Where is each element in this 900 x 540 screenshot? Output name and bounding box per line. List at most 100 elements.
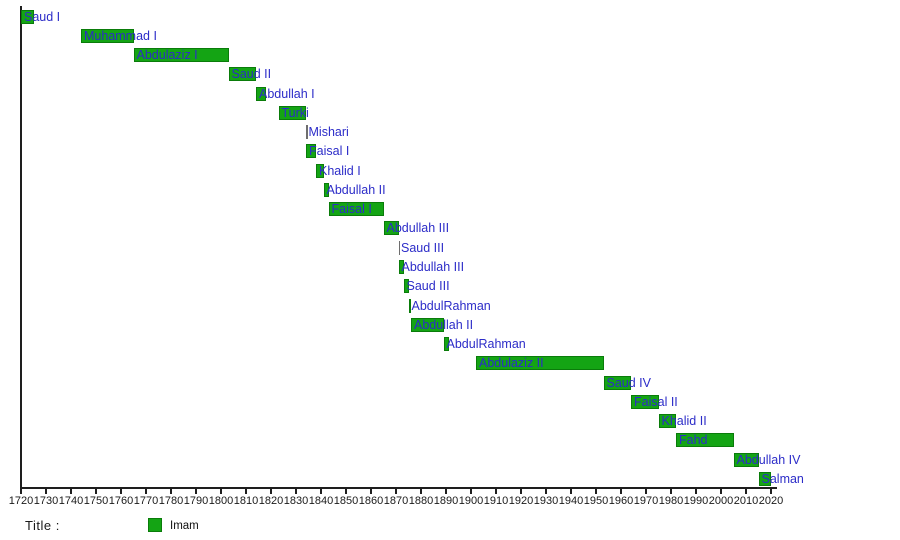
x-tick-label: 1760 [108,495,134,507]
bar-label: Faisal I [331,202,372,217]
bar-label: Saud I [24,9,61,24]
x-tick-mark [220,488,222,494]
bar-label: Abdullah II [414,317,474,332]
timeline-bar [411,317,444,332]
x-tick-label: 1810 [233,495,259,507]
timeline-bar [631,394,659,409]
bar-label: Salman [761,471,804,486]
x-tick-label: 1770 [133,495,159,507]
timeline-bar [133,48,229,63]
x-tick-label: 1940 [558,495,584,507]
x-tick-label: 1720 [8,495,34,507]
x-tick-label: 1960 [608,495,634,507]
bar-label: Saud III [406,279,450,294]
x-tick-mark [245,488,247,494]
x-tick-label: 1800 [208,495,234,507]
x-tick-mark [720,488,722,494]
timeline-bar [398,240,400,255]
bar-label: AbdulRahman [411,298,491,313]
bar-label: Turki [281,105,309,120]
x-tick-mark [195,488,197,494]
x-tick-label: 1750 [83,495,109,507]
x-tick-mark [320,488,322,494]
timeline-bar [603,375,631,390]
timeline-bar [21,9,34,24]
timeline-bar [476,356,604,371]
timeline-bar [228,67,256,82]
bar-label: Mishari [308,125,349,140]
x-tick-mark [745,488,747,494]
bar-label: Khalid II [661,414,707,429]
x-tick-label: 1740 [58,495,84,507]
bar-label: Abdulaziz II [479,356,544,371]
x-tick-mark [545,488,547,494]
timeline-bar [383,221,399,236]
bar-label: Saud III [401,240,445,255]
x-tick-mark [20,488,22,494]
timeline-bar [323,182,329,197]
x-tick-mark [145,488,147,494]
bar-label: Abdullah IV [736,452,801,467]
legend-imam-swatch [148,518,162,532]
x-tick-label: 1910 [483,495,509,507]
x-tick-mark [295,488,297,494]
timeline-bar [658,414,676,429]
x-tick-mark [570,488,572,494]
legend: Title : Imam [0,515,900,539]
x-tick-mark [670,488,672,494]
x-tick-mark [45,488,47,494]
timeline-bar [306,125,308,140]
bar-label: Abdulaziz I [136,48,198,63]
x-tick-label: 1830 [283,495,309,507]
x-tick-label: 1950 [583,495,609,507]
timeline-bar [306,144,316,159]
bar-label: Saud IV [606,375,651,390]
x-tick-mark [695,488,697,494]
x-tick-mark [595,488,597,494]
x-tick-label: 1850 [333,495,359,507]
legend-title: Title : [25,518,60,533]
bar-label: Muhammad I [84,28,157,43]
x-tick-label: 1730 [33,495,59,507]
x-tick-label: 1990 [683,495,709,507]
x-axis-line [20,487,777,489]
x-tick-label: 1780 [158,495,184,507]
x-tick-label: 1900 [458,495,484,507]
x-tick-mark [770,488,772,494]
x-tick-label: 1920 [508,495,534,507]
x-tick-label: 1840 [308,495,334,507]
x-tick-mark [395,488,397,494]
x-tick-mark [470,488,472,494]
bar-label: Saud II [231,67,272,82]
timeline-bar [316,163,324,178]
timeline-bar [758,471,771,486]
timeline-bar [408,298,411,313]
bar-label: Faisal I [309,144,350,159]
x-tick-mark [345,488,347,494]
x-tick-mark [620,488,622,494]
x-tick-mark [370,488,372,494]
x-tick-mark [270,488,272,494]
x-tick-label: 2000 [708,495,734,507]
y-axis-line [20,6,22,489]
x-tick-mark [70,488,72,494]
x-tick-label: 1880 [408,495,434,507]
x-tick-mark [445,488,447,494]
x-tick-mark [170,488,172,494]
x-tick-label: 1890 [433,495,459,507]
bar-label: Abdullah III [401,260,465,274]
bar-label: Fahd [679,433,708,448]
x-tick-mark [645,488,647,494]
bar-label: Khalid I [319,163,361,178]
timeline-bar [733,452,759,467]
x-tick-label: 2020 [758,495,784,507]
legend-imam-label: Imam [170,520,199,532]
x-tick-mark [495,488,497,494]
x-tick-label: 1930 [533,495,559,507]
x-tick-mark [420,488,422,494]
x-tick-label: 1860 [358,495,384,507]
timeline-bar [81,28,134,43]
timeline-bar [398,260,404,274]
